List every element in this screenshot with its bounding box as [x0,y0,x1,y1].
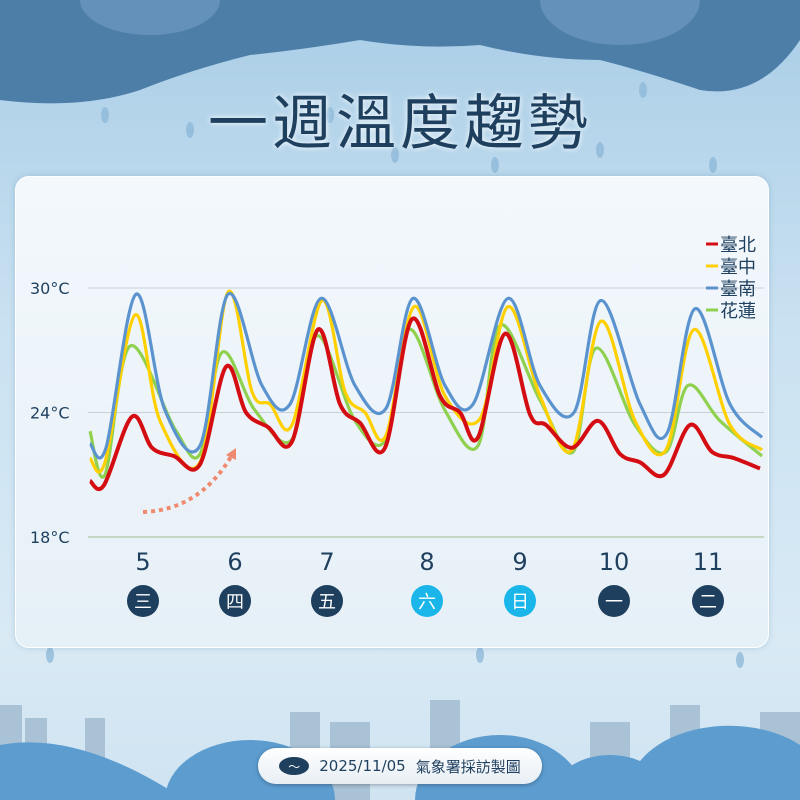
weekday-label: 六 [418,592,436,613]
weekday-label: 三 [134,592,152,613]
footer-credit: 〜 2025/11/05 氣象署採訪製圖 [258,748,542,784]
weekday-badge [598,585,630,617]
day-date-label: 9 [512,548,527,576]
y-tick-label: 24°C [30,404,70,423]
rain-drops [46,82,744,668]
series-line-臺南 [88,292,764,460]
weekday-label: 五 [318,592,336,613]
day-date-label: 10 [599,548,630,576]
day-date-label: 6 [227,548,242,576]
weekday-badge [692,585,724,617]
series-line-臺北 [88,316,761,492]
weekday-label: 四 [226,592,244,613]
footer-credit-text: 氣象署採訪製圖 [415,757,521,776]
day-date-label: 5 [135,548,150,576]
cwa-logo-icon: 〜 [279,757,310,775]
weekday-badge [504,585,536,617]
weekday-label: 一 [605,592,623,613]
weekday-label: 二 [699,592,717,613]
weekday-badge [127,585,159,617]
weekday-badge [411,585,443,617]
legend-label: 花蓮 [720,301,756,322]
page-title: 一週溫度趨勢 [208,89,592,159]
legend-label: 臺北 [720,235,756,256]
weekday-badge [219,585,251,617]
day-date-label: 7 [319,548,334,576]
day-date-label: 8 [419,548,434,576]
y-tick-label: 30°C [30,279,70,298]
weekday-label: 日 [511,592,529,613]
y-tick-label: 18°C [30,528,70,547]
day-date-label: 11 [693,548,724,576]
trend-arrow-head [226,448,236,460]
weekday-badge [311,585,343,617]
footer-date: 2025/11/05 [319,757,406,775]
legend-label: 臺南 [720,279,756,300]
trend-arrow [142,453,234,514]
legend-label: 臺中 [720,257,756,278]
